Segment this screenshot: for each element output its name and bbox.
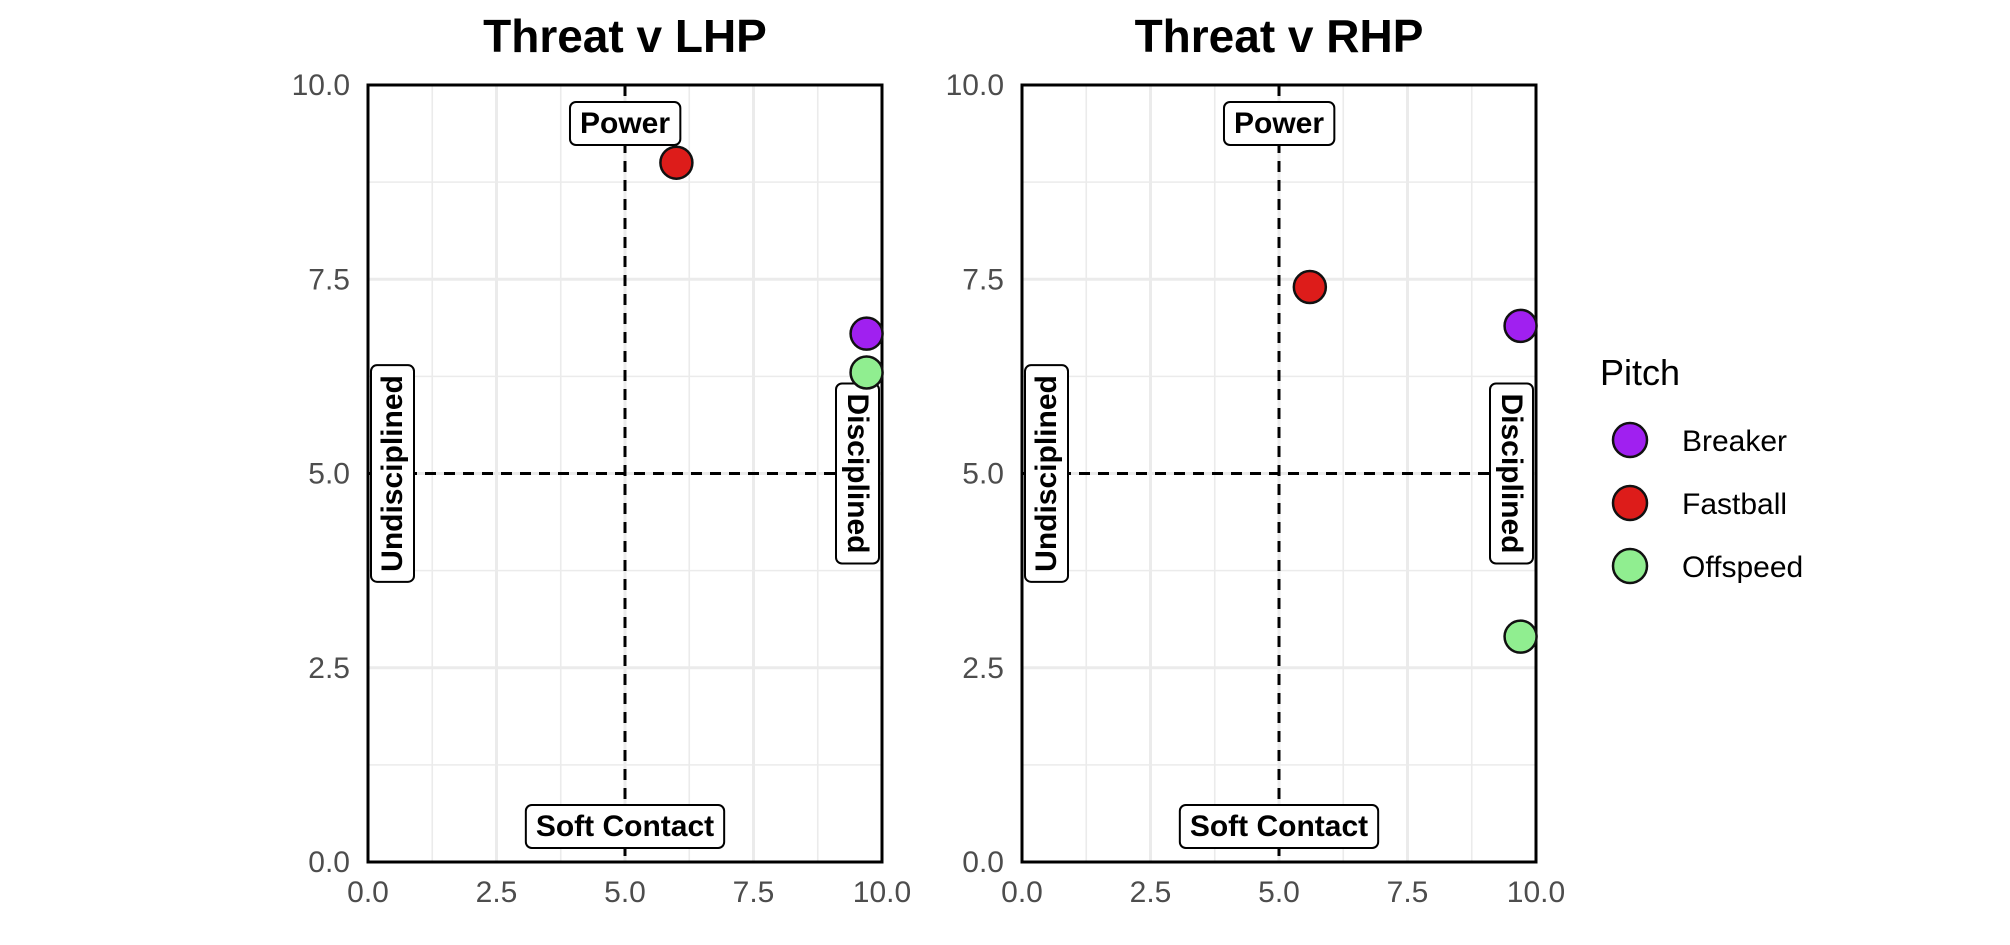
chart-title: Threat v LHP	[483, 10, 767, 62]
y-tick-label: 7.5	[962, 263, 1004, 296]
quadrant-label-soft-contact-box	[524, 804, 726, 849]
y-tick-label: 10.0	[946, 69, 1004, 102]
quadrant-label-undisciplined: Undisciplined	[370, 364, 415, 583]
legend-label-breaker: Breaker	[1682, 425, 1787, 458]
y-tick-label: 10.0	[292, 69, 350, 102]
quadrant-label-undisciplined-text: Undisciplined	[1030, 375, 1063, 572]
x-tick-label: 5.0	[604, 876, 646, 909]
x-tick-label: 10.0	[853, 876, 911, 909]
quadrant-label-soft-contact-box	[1178, 804, 1380, 849]
quadrant-label-disciplined-text: Disciplined	[841, 393, 874, 553]
x-tick-label: 0.0	[1001, 876, 1043, 909]
x-tick-label: 7.5	[733, 876, 775, 909]
quadrant-label-undisciplined-text: Undisciplined	[376, 375, 409, 572]
y-tick-label: 7.5	[308, 263, 350, 296]
quadrant-label-power-box	[568, 101, 682, 146]
data-point-offspeed	[1503, 619, 1538, 654]
quadrant-label-power-box	[1222, 101, 1336, 146]
quadrant-label-undisciplined: Undisciplined	[1024, 364, 1069, 583]
x-tick-label: 2.5	[476, 876, 518, 909]
quadrant-label-disciplined: Disciplined	[1489, 382, 1534, 565]
data-point-fastball	[1292, 269, 1328, 305]
x-tick-label: 7.5	[1387, 876, 1429, 909]
quadrant-label-undisciplined-box	[370, 364, 415, 583]
x-tick-label: 2.5	[1130, 876, 1172, 909]
quadrant-label-power: Power	[568, 101, 682, 146]
quadrant-label-disciplined-text: Disciplined	[1495, 393, 1528, 553]
y-tick-label: 0.0	[962, 846, 1004, 879]
legend-swatch-fastball	[1611, 484, 1649, 522]
data-point-breaker	[1503, 308, 1538, 344]
panel-border	[366, 83, 884, 864]
y-tick-label: 5.0	[308, 458, 350, 491]
panel-2: Threat v RHP 0.0 2.5 5.0 7.5 10.0 0.0 2.5 5.0 7.5…	[946, 10, 1566, 909]
data-point-offspeed	[849, 355, 884, 390]
legend-swatch-breaker	[1611, 421, 1649, 459]
data-point-fastball	[659, 145, 694, 180]
x-tick-label: 5.0	[1258, 876, 1300, 909]
x-tick-label: 0.0	[347, 876, 389, 909]
y-tick-label: 0.0	[308, 846, 350, 879]
quadrant-label-power-text: Power	[1234, 107, 1324, 140]
data-point-breaker	[849, 316, 884, 351]
panel-border	[1020, 83, 1538, 864]
quadrant-label-soft-contact-text: Soft Contact	[536, 810, 714, 843]
legend-label-fastball: Fastball	[1682, 488, 1787, 521]
panel-1: Threat v LHP 0.0 2.5 5.0 7.5 10.0 0.0 2.5 5.0 7.5…	[292, 10, 912, 909]
y-tick-label: 2.5	[308, 652, 350, 685]
y-tick-label: 5.0	[962, 458, 1004, 491]
legend-label-offspeed: Offspeed	[1682, 551, 1803, 584]
y-tick-label: 2.5	[962, 652, 1004, 685]
quadrant-label-disciplined-box	[1489, 382, 1534, 565]
legend-title: Pitch	[1600, 352, 1680, 393]
legend-swatch-offspeed	[1611, 547, 1649, 585]
chart-title: Threat v RHP	[1135, 10, 1424, 62]
quadrant-label-power: Power	[1222, 101, 1336, 146]
quadrant-label-soft-contact-text: Soft Contact	[1190, 810, 1368, 843]
x-tick-label: 10.0	[1507, 876, 1565, 909]
quadrant-label-soft-contact: Soft Contact	[1178, 804, 1380, 849]
quadrant-label-disciplined: Disciplined	[835, 382, 880, 565]
quadrant-label-undisciplined-box	[1024, 364, 1069, 583]
quadrant-label-soft-contact: Soft Contact	[524, 804, 726, 849]
quadrant-label-power-text: Power	[580, 107, 670, 140]
